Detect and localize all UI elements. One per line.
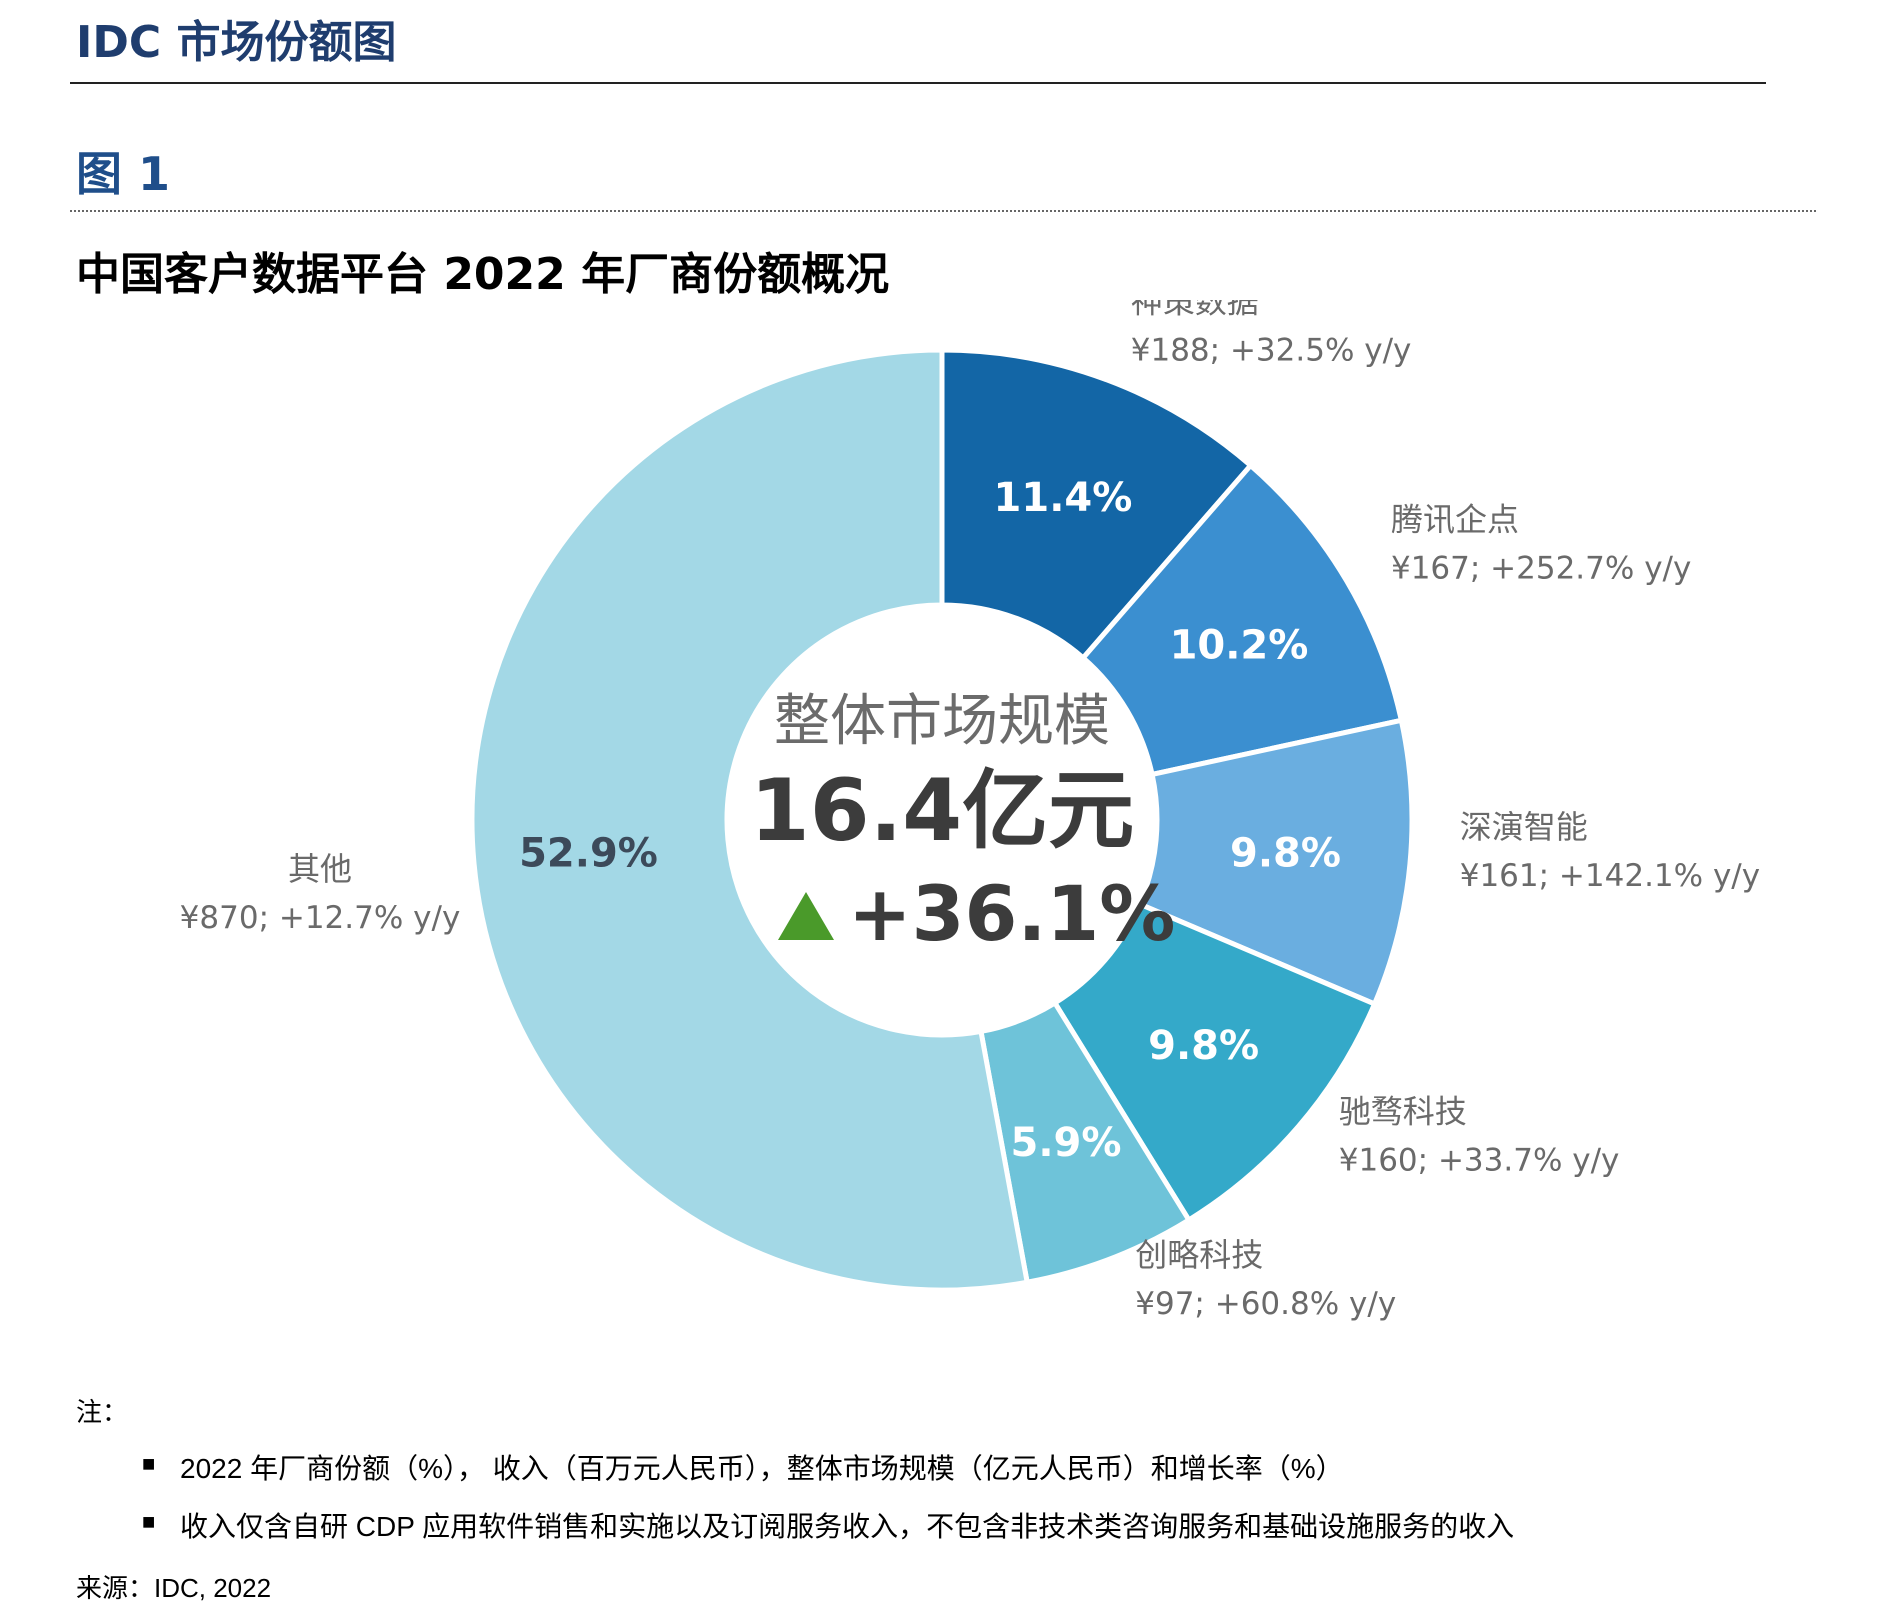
center-title: 整体市场规模 [774,689,1110,754]
note-text: 收入仅含自研 CDP 应用软件销售和实施以及订阅服务收入，不包含非技术类咨询服务… [180,1511,1515,1542]
vendor-detail-label: ¥160; +33.7% y/y [1339,1142,1620,1178]
header-rule [70,82,1766,84]
slice-value-label: 10.2% [1170,622,1309,668]
slice-value-label: 52.9% [519,830,658,876]
note-item: ■ 2022 年厂商份额（%）， 收入（百万元人民币），整体市场规模（亿元人民币… [142,1447,1776,1487]
vendor-name-label: 创略科技 [1135,1236,1263,1274]
chart-title: 中国客户数据平台 2022 年厂商份额概况 [76,249,890,300]
vendor-detail-label: ¥870; +12.7% y/y [180,900,461,936]
header-title: IDC 市场份额图 [76,17,397,68]
bullet-icon: ■ [142,1509,156,1534]
vendor-detail-label: ¥161; +142.1% y/y [1460,858,1760,894]
vendor-detail-label: ¥97; +60.8% y/y [1135,1286,1396,1322]
slice-腾讯企点 [1079,461,1405,778]
figure-number: 图 1 [76,147,171,201]
slice-value-label: 9.8% [1230,830,1341,876]
source: 来源：IDC, 2022 [76,1573,272,1603]
slice-value-label: 9.8% [1148,1023,1259,1069]
slice-神策数据 [939,347,1255,662]
vendor-name-label: 神策数据 [1131,300,1259,320]
donut-chart: 11.4% 10.2% 9.8% 9.8% 5.9% 52.9% 神策数据 ¥188; +3… [180,300,1760,1322]
vendor-name-label: 驰骛科技 [1339,1092,1467,1130]
slice-value-label: 11.4% [994,475,1133,521]
note-item: ■ 收入仅含自研 CDP 应用软件销售和实施以及订阅服务收入，不包含非技术类咨询… [142,1505,1776,1545]
vendor-name-label: 其他 [288,850,352,888]
up-triangle-icon [778,892,834,940]
vendor-name-label: 深演智能 [1460,808,1588,846]
slice-其他 [469,347,1031,1293]
vendor-detail-label: ¥188; +32.5% y/y [1131,332,1412,368]
notes-label: 注： [76,1397,129,1427]
slice-value-label: 5.9% [1011,1120,1122,1166]
center-total: 16.4亿元 [750,761,1134,861]
bullet-icon: ■ [142,1451,156,1476]
vendor-name-label: 腾讯企点 [1391,500,1519,538]
figure-rule [70,210,1816,212]
center-growth: +36.1% [848,869,1175,958]
vendor-detail-label: ¥167; +252.7% y/y [1391,550,1691,586]
notes: 注： ■ 2022 年厂商份额（%）， 收入（百万元人民币），整体市场规模（亿元… [76,1392,1776,1563]
note-text: 2022 年厂商份额（%）， 收入（百万元人民币），整体市场规模（亿元人民币）和… [180,1453,1344,1484]
slice-驰骛科技 [1051,900,1378,1224]
